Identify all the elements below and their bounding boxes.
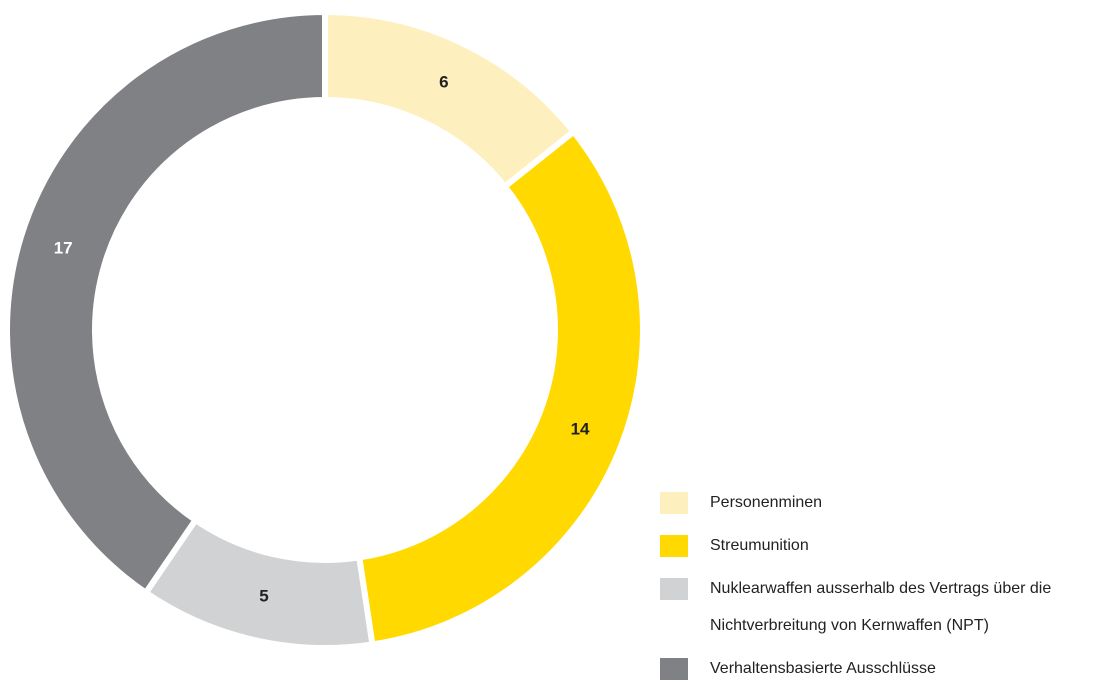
legend-label: Streumunition <box>710 537 809 554</box>
chart: 6 14 5 17 <box>4 8 646 648</box>
legend: Personenminen Streumunition Nuklearwaffen … <box>660 490 1094 687</box>
data-label: 5 <box>259 587 268 606</box>
legend-item: Streumunition <box>660 533 1094 564</box>
donut-segment <box>355 127 646 648</box>
legend-swatch <box>660 658 688 680</box>
page: 6 14 5 17 Personenminen Streumunition Nuklear… <box>4 8 1052 680</box>
legend-item: Personenminen <box>660 490 1094 521</box>
data-label: 17 <box>54 239 73 258</box>
legend-label: Nuklearwaffen ausserhalb des Vertrags üb… <box>710 580 1052 634</box>
legend-label: Verhaltensbasierte Ausschlüsse <box>710 660 936 677</box>
legend-item: Nuklearwaffen ausserhalb des Vertrags üb… <box>660 576 1094 644</box>
legend-item: Verhaltensbasierte Ausschlüsse <box>660 656 1094 687</box>
data-label: 14 <box>571 420 590 439</box>
donut-segment <box>4 8 328 597</box>
legend-swatch <box>660 492 688 514</box>
legend-swatch <box>660 578 688 600</box>
legend-swatch <box>660 535 688 557</box>
legend-label: Personenminen <box>710 494 823 511</box>
data-label: 6 <box>439 73 448 92</box>
